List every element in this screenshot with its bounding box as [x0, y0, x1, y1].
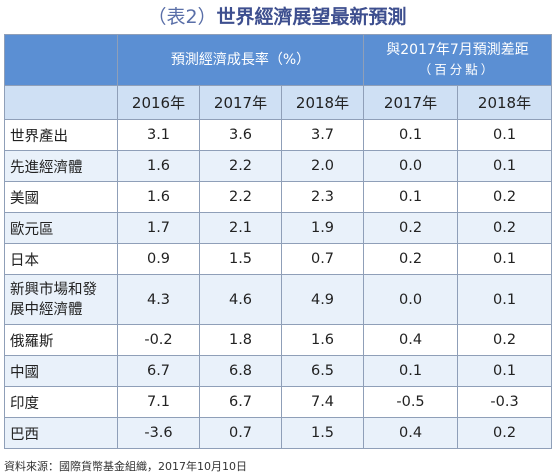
value-cell: 3.1 [117, 119, 200, 151]
table-row: 新興市場和發 展中經濟體 4.3 4.6 4.9 0.0 0.1 [4, 274, 553, 325]
value-cell: 0.4 [363, 324, 459, 356]
value-cell: 0.1 [363, 355, 459, 387]
table-row: 日本 0.9 1.5 0.7 0.2 0.1 [4, 243, 553, 275]
value-cell: 0.2 [457, 181, 553, 213]
row-label-line: 新興市場和發 [10, 281, 97, 298]
table-number: （表2） [147, 6, 217, 28]
row-label: 先進經濟體 [4, 150, 118, 182]
value-cell: 1.6 [280, 324, 365, 356]
value-cell: 0.2 [457, 212, 553, 244]
value-cell: 7.1 [117, 386, 200, 418]
group-header-row: 預測經濟成長率（%） 與2017年7月預測差距 （百分點） [4, 34, 553, 86]
value-cell: 2.2 [199, 181, 282, 213]
value-cell: 0.9 [117, 243, 200, 275]
value-cell: 6.7 [117, 355, 200, 387]
value-cell: 2.2 [199, 150, 282, 182]
revision-header-unit: （百分點） [418, 62, 497, 77]
value-cell: 0.1 [363, 119, 459, 151]
value-cell: 0.1 [457, 119, 553, 151]
value-cell: 0.2 [457, 324, 553, 356]
value-cell: 0.0 [363, 150, 459, 182]
row-label: 俄羅斯 [4, 324, 118, 356]
table-row: 歐元區 1.7 2.1 1.9 0.2 0.2 [4, 212, 553, 244]
value-cell: 1.6 [117, 150, 200, 182]
value-cell: 1.6 [117, 181, 200, 213]
value-cell: 2.1 [199, 212, 282, 244]
value-cell: 0.0 [363, 274, 459, 325]
table-row: 中國 6.7 6.8 6.5 0.1 0.1 [4, 355, 553, 387]
value-cell: 1.7 [117, 212, 200, 244]
value-cell: 4.9 [280, 274, 365, 325]
growth-forecast-header: 預測經濟成長率（%） [116, 34, 365, 86]
revision-year-header-2017: 2017年 [363, 85, 459, 120]
source-note: 資料來源：國際貨幣基金組織，2017年10月10日 [4, 460, 247, 473]
value-cell: 6.8 [199, 355, 282, 387]
value-cell: 0.2 [363, 212, 459, 244]
table-row: 俄羅斯 -0.2 1.8 1.6 0.4 0.2 [4, 324, 553, 356]
value-cell: 4.3 [117, 274, 200, 325]
table-row: 世界產出 3.1 3.6 3.7 0.1 0.1 [4, 119, 553, 151]
value-cell: 3.6 [199, 119, 282, 151]
table-row: 美國 1.6 2.2 2.3 0.1 0.2 [4, 181, 553, 213]
table-heading: 世界經濟展望最新預測 [216, 6, 407, 28]
table-title: （表2）世界經濟展望最新預測 [0, 0, 554, 34]
value-cell: 0.1 [457, 274, 553, 325]
value-cell: 1.8 [199, 324, 282, 356]
revision-year-header-2018: 2018年 [457, 85, 553, 120]
value-cell: 1.5 [280, 417, 365, 449]
value-cell: -0.3 [457, 386, 553, 418]
value-cell: 0.2 [363, 243, 459, 275]
row-label: 巴西 [4, 417, 118, 449]
value-cell: 0.7 [199, 417, 282, 449]
row-label: 印度 [4, 386, 118, 418]
row-label: 歐元區 [4, 212, 118, 244]
value-cell: -0.5 [363, 386, 459, 418]
value-cell: 0.1 [457, 355, 553, 387]
year-header-row: 2016年 2017年 2018年 2017年 2018年 [4, 85, 553, 120]
value-cell: 6.5 [280, 355, 365, 387]
value-cell: 2.3 [280, 181, 365, 213]
table-row: 印度 7.1 6.7 7.4 -0.5 -0.3 [4, 386, 553, 418]
table-row: 巴西 -3.6 0.7 1.5 0.4 0.2 [4, 417, 553, 449]
row-label: 中國 [4, 355, 118, 387]
value-cell: 3.7 [280, 119, 365, 151]
value-cell: -0.2 [117, 324, 200, 356]
year-header-2017: 2017年 [199, 85, 282, 120]
revision-header: 與2017年7月預測差距 （百分點） [363, 34, 553, 86]
value-cell: 2.0 [280, 150, 365, 182]
value-cell: 7.4 [280, 386, 365, 418]
row-label: 美國 [4, 181, 118, 213]
revision-header-title: 與2017年7月預測差距 [386, 42, 529, 58]
value-cell: 6.7 [199, 386, 282, 418]
value-cell: 4.6 [199, 274, 282, 325]
value-cell: -3.6 [117, 417, 200, 449]
value-cell: 1.9 [280, 212, 365, 244]
value-cell: 0.7 [280, 243, 365, 275]
table-row: 先進經濟體 1.6 2.2 2.0 0.0 0.1 [4, 150, 553, 182]
value-cell: 0.1 [457, 150, 553, 182]
value-cell: 1.5 [199, 243, 282, 275]
row-label-line: 展中經濟體 [10, 301, 83, 318]
row-label: 日本 [4, 243, 118, 275]
year-header-2016: 2016年 [117, 85, 200, 120]
value-cell: 0.2 [457, 417, 553, 449]
value-cell: 0.1 [457, 243, 553, 275]
row-label: 世界產出 [4, 119, 118, 151]
corner-cell [4, 34, 118, 86]
value-cell: 0.1 [363, 181, 459, 213]
forecast-table: 預測經濟成長率（%） 與2017年7月預測差距 （百分點） 2016年 2017… [4, 34, 553, 449]
value-cell: 0.4 [363, 417, 459, 449]
row-label: 新興市場和發 展中經濟體 [4, 274, 118, 325]
year-header-2018: 2018年 [280, 85, 365, 120]
corner-cell-year [4, 85, 118, 120]
